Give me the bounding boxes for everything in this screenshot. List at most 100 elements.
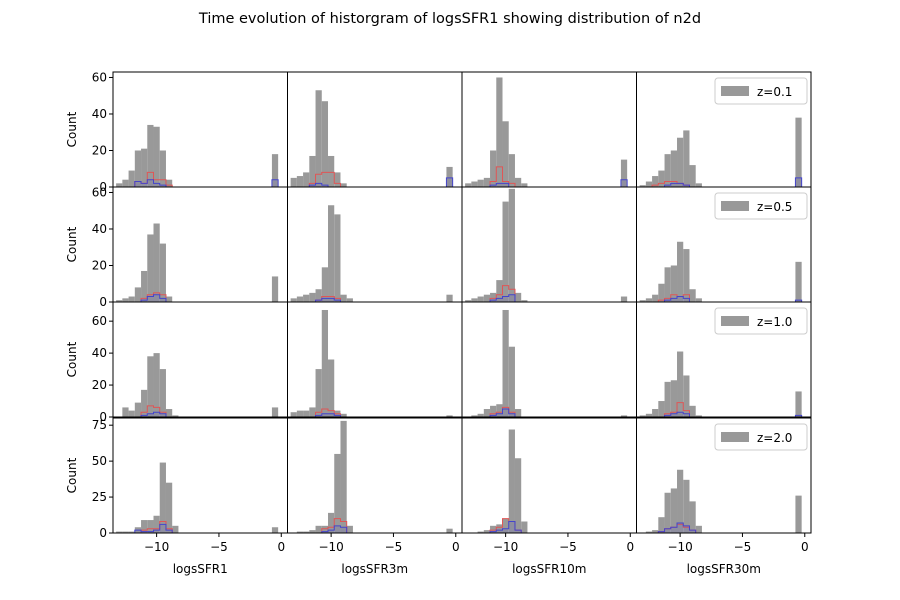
histogram-bars <box>290 90 454 187</box>
step-blue <box>308 177 454 187</box>
bar-gray <box>315 289 322 302</box>
panel-r2-c3: z=1.0 <box>636 301 812 418</box>
bar-gray <box>639 185 646 187</box>
bar-gray <box>508 429 515 533</box>
bar-gray <box>134 287 142 302</box>
y-tick-label: 0 <box>99 180 107 194</box>
bar-gray <box>334 214 341 302</box>
step-blue <box>315 297 341 302</box>
x-tick-label: 0 <box>452 540 460 554</box>
step-blue <box>140 294 167 302</box>
bar-gray <box>321 267 329 302</box>
bar-gray <box>514 458 522 533</box>
step-red <box>657 294 690 302</box>
bar-gray <box>271 154 279 187</box>
bar-gray <box>695 298 702 302</box>
x-tick-label: −10 <box>144 540 169 554</box>
axes-frame <box>112 301 288 418</box>
x-tick-label: −5 <box>734 540 752 554</box>
bar-gray <box>639 415 646 417</box>
x-tick-label: −10 <box>318 540 343 554</box>
legend-label: z=0.1 <box>757 85 792 99</box>
bar-gray <box>321 525 329 533</box>
step-blue <box>489 294 516 302</box>
step-red <box>489 166 516 187</box>
bar-gray <box>465 300 472 302</box>
bar-gray <box>153 353 160 417</box>
bar-gray <box>328 205 335 302</box>
x-tick-label: −10 <box>667 540 692 554</box>
bar-gray <box>290 412 297 417</box>
bar-gray <box>471 181 478 187</box>
x-axis-label: logsSFR10m <box>512 562 586 576</box>
step-red <box>664 402 690 417</box>
panel-grid: 0 20 40 60 Count z=0.1 0 20 40 60 Count z=0.5 0 20 40 6… <box>65 70 812 576</box>
step-blue <box>489 408 516 417</box>
bar-gray <box>128 531 135 533</box>
bar-gray <box>508 154 515 187</box>
y-tick-label: 25 <box>92 490 107 504</box>
axes-frame <box>461 186 637 303</box>
histogram-bars <box>290 309 453 417</box>
y-tick-label: 20 <box>92 258 107 272</box>
bar-gray <box>664 492 671 533</box>
bar-gray <box>471 298 478 302</box>
y-tick-label: 40 <box>92 107 107 121</box>
bar-gray <box>159 150 166 187</box>
bar-gray <box>677 469 684 533</box>
bar-gray <box>334 172 341 187</box>
legend-swatch <box>721 316 749 326</box>
histogram-bars <box>296 420 453 533</box>
bar-gray <box>122 298 129 302</box>
bar-gray <box>477 531 484 533</box>
bar-gray <box>122 179 129 187</box>
step-red <box>308 171 341 187</box>
bar-gray <box>490 525 497 533</box>
histogram-bars <box>465 77 628 187</box>
panel-r1-c2 <box>461 186 637 303</box>
step-blue <box>664 177 803 187</box>
bar-gray <box>689 405 696 417</box>
bar-gray <box>271 527 279 533</box>
bar-gray <box>328 155 335 187</box>
bar-gray <box>296 531 304 533</box>
panel-r3-c2: −10 −5 0 logsSFR10m <box>461 417 637 576</box>
panel-r2-c1 <box>287 301 463 418</box>
bar-gray <box>639 300 646 302</box>
bar-gray <box>147 356 154 417</box>
axes-frame <box>636 417 812 534</box>
step-blue <box>664 296 803 302</box>
bar-gray <box>465 183 472 187</box>
bar-gray <box>496 524 503 533</box>
bar-gray <box>477 413 484 417</box>
step-blue <box>315 413 341 417</box>
bar-gray <box>689 289 696 302</box>
axes-frame <box>287 186 463 303</box>
axes-frame <box>112 417 288 534</box>
bar-gray <box>165 179 173 187</box>
bar-gray <box>340 183 347 187</box>
bar-gray <box>134 402 142 417</box>
bar-gray <box>116 531 123 533</box>
histogram-bars <box>122 353 279 417</box>
legend-label: z=1.0 <box>757 315 792 329</box>
bar-gray <box>128 170 135 187</box>
panel-r1-c1 <box>287 186 463 303</box>
legend: z=0.5 <box>714 192 808 220</box>
axes-frame <box>112 186 288 303</box>
y-tick-label: 75 <box>92 418 107 432</box>
bar-gray <box>309 530 316 533</box>
legend-swatch <box>721 432 749 442</box>
bar-gray <box>153 223 160 302</box>
bar-gray <box>683 130 690 187</box>
bar-gray <box>309 155 316 187</box>
legend-label: z=0.5 <box>757 200 792 214</box>
bar-gray <box>340 420 347 533</box>
bar-gray <box>652 176 659 187</box>
bar-gray <box>483 294 491 302</box>
bar-gray <box>471 415 478 417</box>
bar-gray <box>689 501 696 533</box>
histogram-bars <box>645 469 802 533</box>
histogram-bars <box>116 223 279 302</box>
